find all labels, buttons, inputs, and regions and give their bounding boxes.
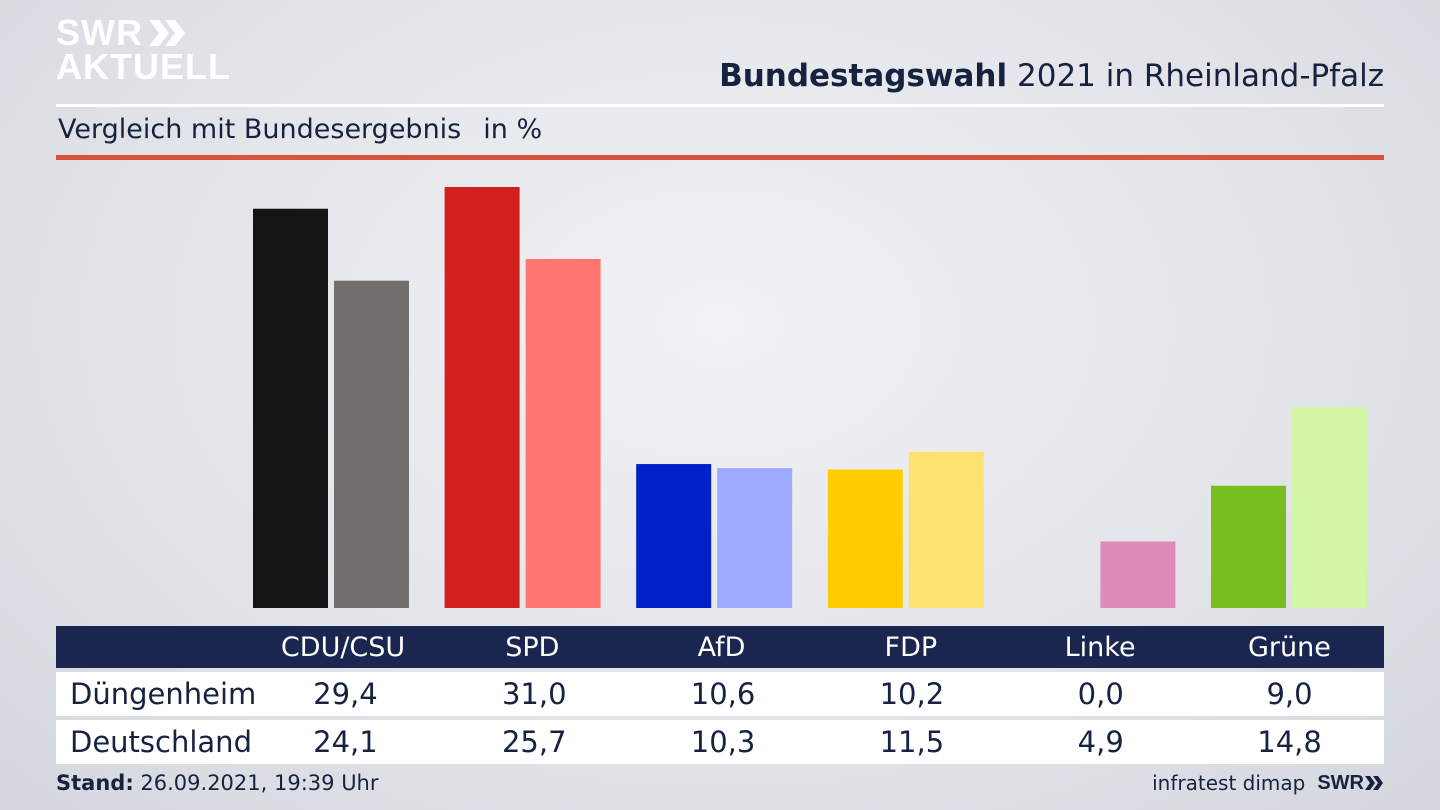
bar-spd-d-ngenheim <box>444 187 520 608</box>
subtitle-text: Vergleich mit Bundesergebnis <box>58 114 462 145</box>
table-row-deutschland: Deutschland 24,1 25,7 10,3 11,5 4,9 14,8 <box>56 720 1384 764</box>
source-text: infratest dimap <box>1152 771 1306 795</box>
bar-cdu-csu-d-ngenheim <box>253 208 328 608</box>
table-cell: 24,1 <box>313 725 378 759</box>
table-header-row: CDU/CSU SPD AfD FDP Linke Grüne <box>56 626 1384 668</box>
logo-swr-text: SWR <box>56 12 143 53</box>
table-cell: 0,0 <box>1077 677 1124 711</box>
table-header-cell: SPD <box>505 631 560 663</box>
stand-label: Stand: <box>56 771 134 795</box>
table-cell: 11,5 <box>879 725 945 759</box>
table-cell: 9,0 <box>1266 677 1313 711</box>
source-credit: infratest dimap SWR <box>1152 771 1384 795</box>
subtitle-unit: in % <box>483 114 543 145</box>
bar-linke-deutschland <box>1100 541 1176 608</box>
stand-value: 26.09.2021, 19:39 Uhr <box>140 771 379 795</box>
footer-brand-text: SWR <box>1317 771 1364 794</box>
results-table: CDU/CSU SPD AfD FDP Linke Grüne Düngenhe… <box>56 626 1384 764</box>
table-header-cell: CDU/CSU <box>280 631 406 663</box>
double-chevron-icon <box>1365 776 1383 790</box>
bar-fdp-deutschland <box>908 451 984 608</box>
bar-fdp-d-ngenheim <box>827 469 903 608</box>
table-header-cell: Linke <box>1064 631 1136 663</box>
timestamp: Stand: 26.09.2021, 19:39 Uhr <box>56 771 379 795</box>
chart-subtitle: Vergleich mit Bundesergebnis in % <box>58 114 542 145</box>
swr-footer-logo: SWR <box>1317 772 1384 795</box>
row-label: Düngenheim <box>70 677 257 711</box>
accent-divider <box>56 155 1384 160</box>
swr-aktuell-logo: SWR AKTUELL <box>56 12 231 87</box>
table-cell: 14,8 <box>1257 725 1322 759</box>
table-header-cell: Grüne <box>1247 631 1331 663</box>
double-chevron-icon <box>149 20 185 46</box>
table-cell: 4,9 <box>1077 725 1124 759</box>
table-cell: 29,4 <box>313 677 378 711</box>
row-label: Deutschland <box>70 725 252 759</box>
table-cell: 10,3 <box>690 725 756 759</box>
table-row-duengenheim: Düngenheim 29,4 31,0 10,6 10,2 0,0 9,0 <box>56 672 1384 716</box>
table-cell: 10,2 <box>879 677 945 711</box>
bar-gr-ne-d-ngenheim <box>1211 485 1286 608</box>
table-header-cell: AfD <box>697 631 746 663</box>
table-cell: 31,0 <box>501 677 567 711</box>
page-title: Bundestagswahl 2021 in Rheinland-Pfalz <box>719 58 1384 94</box>
bar-cdu-csu-deutschland <box>334 280 409 608</box>
title-divider <box>56 104 1384 107</box>
bar-chart <box>253 187 1367 608</box>
table-cell: 10,6 <box>690 677 756 711</box>
bar-afd-d-ngenheim <box>636 464 712 608</box>
table-cell: 25,7 <box>501 725 567 759</box>
bar-spd-deutschland <box>525 258 601 608</box>
logo-aktuell-text: AKTUELL <box>56 46 231 87</box>
bar-afd-deutschland <box>717 468 793 608</box>
title-bold: Bundestagswahl <box>719 58 1008 94</box>
table-header-cell: FDP <box>884 631 938 663</box>
title-rest: 2021 in Rheinland-Pfalz <box>1017 58 1384 94</box>
bar-gr-ne-deutschland <box>1292 407 1367 608</box>
